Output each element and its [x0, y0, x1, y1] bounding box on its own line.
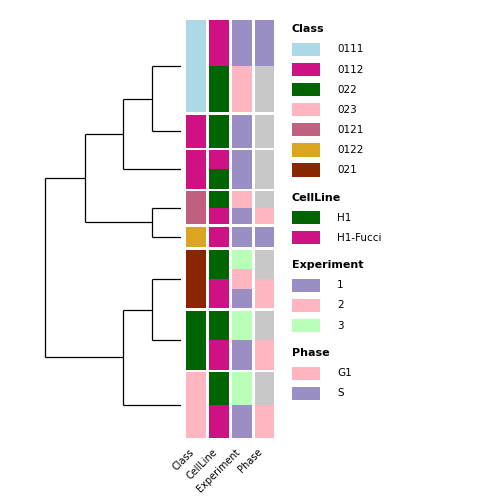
Bar	[232, 20, 252, 66]
Bar	[186, 191, 207, 224]
Bar	[255, 191, 275, 208]
Bar	[292, 83, 320, 96]
Bar	[209, 405, 229, 438]
Bar	[232, 340, 252, 369]
Bar	[232, 311, 252, 340]
Text: 023: 023	[337, 105, 357, 115]
Text: 0112: 0112	[337, 65, 363, 75]
Text: Experiment: Experiment	[292, 260, 363, 270]
Bar	[232, 405, 252, 438]
Text: 021: 021	[337, 165, 357, 175]
Bar	[209, 249, 229, 279]
Text: 0111: 0111	[337, 44, 363, 54]
Bar	[186, 150, 207, 188]
Bar	[292, 366, 320, 380]
Bar	[232, 191, 252, 208]
Bar	[209, 66, 229, 112]
Bar	[232, 269, 252, 289]
Text: H1: H1	[337, 213, 351, 223]
Bar	[292, 63, 320, 76]
Bar	[255, 227, 275, 247]
Bar	[232, 208, 252, 224]
Text: 2: 2	[337, 300, 344, 310]
Bar	[209, 311, 229, 340]
Bar	[232, 114, 252, 148]
Text: Class: Class	[171, 447, 197, 472]
Bar	[186, 372, 207, 438]
Bar	[292, 143, 320, 157]
Text: Phase: Phase	[292, 348, 329, 358]
Text: Experiment: Experiment	[195, 447, 242, 494]
Bar	[292, 387, 320, 400]
Bar	[292, 123, 320, 137]
Bar	[209, 227, 229, 247]
Text: S: S	[337, 388, 344, 398]
Bar	[186, 114, 207, 148]
Text: Phase: Phase	[237, 447, 265, 475]
Bar	[232, 150, 252, 188]
Bar	[186, 20, 207, 112]
Bar	[209, 279, 229, 308]
Text: G1: G1	[337, 368, 352, 378]
Bar	[232, 66, 252, 112]
Bar	[255, 114, 275, 148]
Text: Class: Class	[292, 24, 324, 34]
Bar	[209, 20, 229, 66]
Text: 022: 022	[337, 85, 357, 95]
Bar	[292, 231, 320, 244]
Bar	[186, 311, 207, 369]
Bar	[292, 43, 320, 56]
Bar	[232, 372, 252, 405]
Bar	[232, 289, 252, 308]
Text: 0122: 0122	[337, 145, 363, 155]
Bar	[255, 208, 275, 224]
Bar	[292, 163, 320, 176]
Bar	[209, 372, 229, 405]
Text: CellLine: CellLine	[184, 447, 219, 481]
Bar	[255, 279, 275, 308]
Bar	[186, 227, 207, 247]
Bar	[255, 150, 275, 188]
Bar	[209, 340, 229, 369]
Bar	[292, 299, 320, 312]
Bar	[232, 227, 252, 247]
Bar	[209, 169, 229, 188]
Text: 3: 3	[337, 321, 344, 331]
Text: CellLine: CellLine	[292, 193, 341, 203]
Bar	[292, 319, 320, 332]
Bar	[209, 208, 229, 224]
Bar	[255, 66, 275, 112]
Bar	[255, 405, 275, 438]
Bar	[292, 279, 320, 292]
Bar	[255, 249, 275, 279]
Bar	[209, 114, 229, 148]
Text: H1-Fucci: H1-Fucci	[337, 233, 382, 243]
Bar	[209, 191, 229, 208]
Bar	[255, 311, 275, 340]
Text: 1: 1	[337, 280, 344, 290]
Bar	[255, 20, 275, 66]
Bar	[209, 150, 229, 169]
Bar	[292, 103, 320, 116]
Bar	[255, 372, 275, 405]
Bar	[255, 340, 275, 369]
Bar	[292, 211, 320, 224]
Bar	[232, 249, 252, 269]
Text: 0121: 0121	[337, 125, 363, 135]
Bar	[186, 249, 207, 308]
